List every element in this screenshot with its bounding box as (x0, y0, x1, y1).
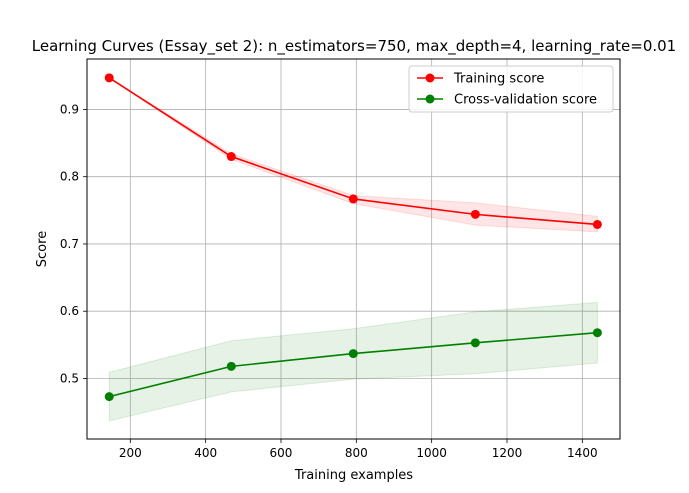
legend-marker-cross-validation (425, 94, 435, 104)
legend-box (408, 65, 614, 113)
series-0-point (104, 73, 114, 83)
legend-label-training: Training score (453, 72, 544, 87)
y-tick-label: 0.7 (60, 237, 79, 251)
x-tick-label: 1400 (567, 446, 598, 460)
y-axis-ticks: 0.5 0.6 0.7 0.8 0.9 (60, 102, 87, 385)
x-tick-label: 1200 (492, 446, 523, 460)
plot-frame (86, 58, 621, 440)
chart-title: Learning Curves (Essay_set 2): n_estimat… (32, 37, 676, 56)
series-1-point (592, 328, 602, 338)
series-0-point (592, 219, 602, 229)
series-0-point (348, 194, 358, 204)
y-tick-label: 0.9 (60, 102, 79, 116)
grid (87, 59, 620, 439)
x-tick-label: 600 (270, 446, 293, 460)
series-1-point (226, 361, 236, 371)
y-tick-label: 0.8 (60, 170, 79, 184)
legend-label-cross-validation: Cross-validation score (454, 93, 597, 108)
series-1-point (470, 338, 480, 348)
y-tick-label: 0.6 (60, 304, 79, 318)
x-tick-label: 200 (119, 446, 142, 460)
series-1-point (104, 392, 114, 402)
x-tick-label: 1000 (416, 446, 447, 460)
legend-marker-training (425, 73, 435, 83)
series-points (104, 73, 602, 402)
y-axis-label: Score (35, 231, 50, 267)
legend: Training score Cross-validation score (408, 65, 614, 113)
series-1-band (108, 301, 598, 422)
y-tick-label: 0.5 (60, 371, 79, 385)
x-tick-label: 400 (194, 446, 217, 460)
x-axis-ticks: 200 400 600 800 1000 1200 1400 (119, 439, 598, 460)
x-axis-label: Training examples (294, 468, 413, 483)
series-0-point (470, 209, 480, 219)
x-tick-label: 800 (345, 446, 368, 460)
series-1-point (348, 349, 358, 359)
series-0-point (226, 152, 236, 162)
